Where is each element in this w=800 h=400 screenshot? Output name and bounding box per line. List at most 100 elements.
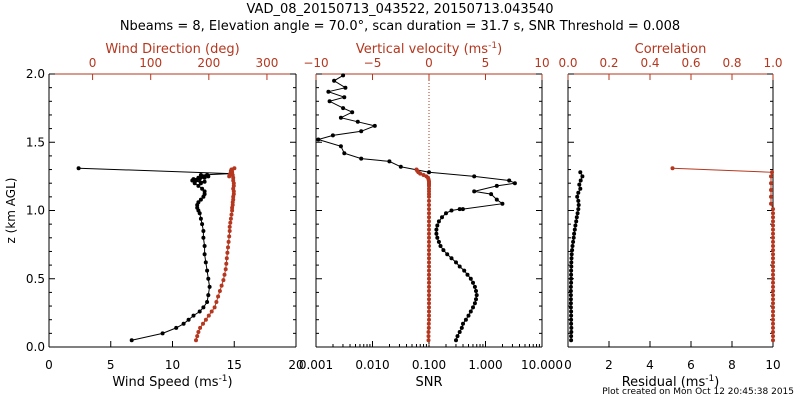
data-point: [343, 85, 348, 90]
data-point: [196, 183, 201, 188]
data-point: [569, 317, 574, 322]
data-point: [569, 268, 574, 273]
data-point: [212, 305, 217, 310]
x-tick-label: 2: [605, 358, 613, 372]
data-point: [427, 219, 431, 224]
data-point: [572, 227, 577, 232]
data-point: [222, 272, 227, 277]
data-point: [771, 297, 775, 302]
data-point: [576, 190, 581, 195]
y-tick-label: 1.5: [26, 135, 45, 149]
data-point: [441, 248, 446, 253]
data-point: [461, 321, 465, 326]
data-point: [771, 207, 775, 212]
data-point: [316, 137, 321, 142]
data-point: [129, 338, 134, 343]
data-point: [771, 338, 775, 343]
data-point: [569, 325, 574, 330]
data-point: [427, 211, 431, 216]
x-tick-label: 8: [728, 358, 736, 372]
top-axis-label: Vertical velocity (ms-1): [356, 41, 502, 57]
data-point: [427, 305, 431, 310]
data-point: [195, 205, 200, 210]
x-tick-label: 10: [765, 358, 780, 372]
data-point: [771, 293, 775, 298]
x-tick-label: 0.001: [299, 358, 333, 372]
data-point: [426, 321, 431, 326]
data-point: [330, 133, 335, 138]
data-point: [569, 272, 574, 277]
data-point: [571, 235, 576, 240]
y-axis-label: z (km AGL): [4, 178, 18, 244]
x-tick-label: 10.000: [521, 358, 563, 372]
data-point: [440, 215, 444, 220]
data-point: [228, 216, 233, 221]
data-point: [771, 264, 775, 269]
data-point: [568, 293, 573, 298]
plot-created-footer: Plot created on Mon Oct 12 20:45:38 2015: [602, 387, 794, 397]
data-point: [569, 338, 574, 343]
data-point: [434, 227, 439, 232]
data-point: [580, 174, 585, 179]
data-point: [771, 256, 775, 261]
top-tick-label: 0.8: [722, 56, 741, 70]
data-point: [457, 207, 462, 212]
data-point: [219, 283, 224, 288]
data-point: [231, 178, 236, 183]
data-point: [160, 331, 165, 336]
data-point: [350, 110, 355, 115]
x-tick-label: 0.010: [355, 358, 389, 372]
data-point: [427, 276, 431, 281]
data-point: [771, 276, 775, 281]
data-point: [338, 115, 343, 120]
data-point: [230, 170, 235, 175]
data-point: [466, 313, 471, 318]
data-point: [200, 222, 205, 227]
data-point: [427, 297, 431, 302]
x-tick-label: 6: [687, 358, 695, 372]
data-point: [449, 256, 454, 261]
data-point: [426, 338, 431, 343]
data-point: [196, 200, 201, 205]
data-point: [174, 325, 179, 330]
data-point: [771, 317, 775, 322]
data-point: [462, 268, 467, 273]
top-tick-label: 1.0: [763, 56, 782, 70]
data-point: [769, 181, 773, 186]
data-point: [771, 321, 775, 326]
data-point: [202, 179, 207, 184]
data-point: [455, 334, 460, 339]
top-tick-label: 0.0: [558, 56, 577, 70]
data-point: [576, 198, 581, 203]
data-point: [427, 289, 431, 293]
series-line: [316, 74, 517, 210]
data-point: [570, 248, 575, 253]
data-point: [341, 73, 346, 78]
top-tick-label: 0.4: [640, 56, 659, 70]
data-point: [338, 144, 343, 149]
data-point: [494, 197, 499, 202]
data-point: [769, 174, 773, 179]
data-point: [569, 330, 574, 334]
data-point: [76, 166, 81, 171]
data-point: [427, 227, 431, 232]
data-point: [214, 300, 219, 304]
data-point: [771, 248, 775, 253]
data-point: [468, 309, 473, 314]
data-point: [435, 223, 440, 228]
data-point: [387, 159, 392, 164]
top-axis-label: Wind Direction (deg): [105, 42, 239, 57]
data-point: [198, 216, 203, 221]
data-point: [569, 252, 574, 257]
data-point: [427, 207, 431, 212]
data-point: [474, 297, 478, 302]
data-point: [444, 211, 448, 216]
data-point: [438, 244, 443, 248]
data-point: [327, 99, 332, 104]
data-point: [578, 178, 583, 183]
data-point: [472, 284, 477, 289]
data-point: [771, 231, 775, 236]
data-point: [454, 338, 458, 343]
y-tick-label: 0.5: [26, 272, 45, 286]
top-tick-label: 100: [139, 56, 162, 70]
